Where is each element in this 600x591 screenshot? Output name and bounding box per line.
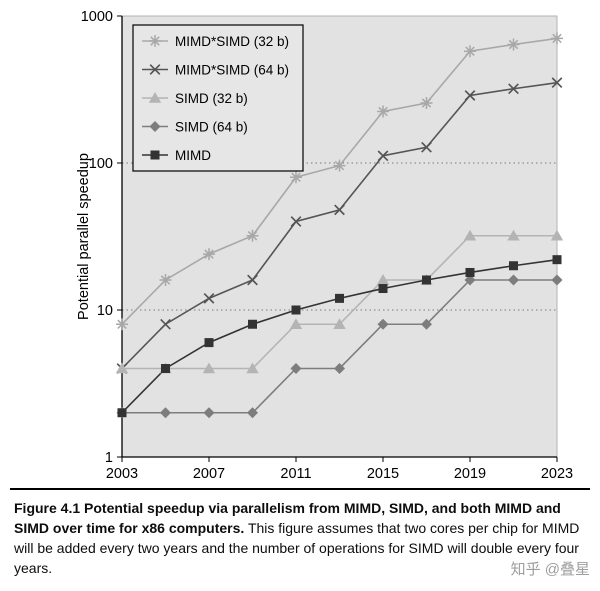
series-4-marker-square bbox=[378, 284, 388, 294]
series-4-marker-square bbox=[117, 408, 127, 418]
series-3-marker-diamond bbox=[247, 407, 258, 419]
series-0-marker-asterisk bbox=[507, 38, 520, 51]
series-1-marker-x bbox=[421, 141, 432, 153]
series-3-marker-diamond bbox=[464, 274, 476, 286]
x-tick-label: 2015 bbox=[367, 466, 399, 478]
series-2-marker-triangle bbox=[463, 229, 477, 241]
figure-caption: Figure 4.1 Potential speedup via paralle… bbox=[0, 499, 600, 579]
legend-label: MIMD bbox=[175, 148, 211, 163]
series-0-marker-asterisk bbox=[246, 229, 259, 242]
series-2-marker-triangle bbox=[376, 273, 390, 285]
speedup-line-chart: 1 10 100 1000 2003 2007 2011 2015 2019 2023 Potent… bbox=[76, 9, 573, 478]
series-3-marker-diamond bbox=[377, 318, 389, 330]
series-2-marker-triangle bbox=[333, 318, 346, 330]
series-3-marker-diamond bbox=[421, 318, 432, 330]
series-0-marker-asterisk bbox=[116, 318, 128, 331]
legend-marker-diamond bbox=[149, 121, 161, 132]
series-3-marker-diamond bbox=[160, 407, 171, 419]
series-3-marker-diamond bbox=[334, 362, 345, 374]
series-1-marker-x bbox=[334, 204, 345, 216]
series-1-marker-x bbox=[508, 83, 519, 95]
legend-marker-asterisk bbox=[149, 35, 161, 47]
legend-marker-square bbox=[150, 150, 160, 160]
y-tick-label: 10 bbox=[97, 303, 113, 319]
caption-bold-text: Potential speedup via parallelism from M… bbox=[14, 500, 561, 536]
series-0-marker-asterisk bbox=[203, 248, 215, 261]
series-4-marker-square bbox=[291, 305, 301, 315]
legend-label: SIMD (32 b) bbox=[175, 91, 248, 106]
series-3-marker-diamond bbox=[290, 362, 302, 374]
series-4-marker-square bbox=[248, 319, 257, 329]
series-3-marker-diamond bbox=[508, 274, 519, 286]
series-1-marker-x bbox=[464, 90, 476, 101]
series-4-marker-square bbox=[204, 338, 214, 348]
series-2-marker-triangle bbox=[202, 362, 216, 374]
series-0-marker-asterisk bbox=[377, 105, 389, 118]
series-1-marker-x bbox=[203, 292, 215, 304]
caption-divider bbox=[10, 488, 590, 490]
watermark: 知乎 @叠星 bbox=[510, 561, 590, 578]
series-0-marker-asterisk bbox=[420, 96, 433, 109]
series-4-marker-square bbox=[465, 267, 475, 277]
y-tick-label: 1000 bbox=[81, 9, 113, 25]
series-3-marker-diamond bbox=[203, 407, 215, 419]
caption-body-text: This figure assumes that two cores per c… bbox=[14, 519, 580, 576]
y-tick-label: 100 bbox=[89, 156, 113, 172]
series-2-marker-triangle bbox=[550, 229, 564, 241]
legend-label: MIMD*SIMD (32 b) bbox=[175, 34, 289, 49]
series-1-marker-x bbox=[160, 318, 171, 330]
series-4-marker-square bbox=[161, 363, 170, 373]
series-1-marker-x bbox=[290, 216, 302, 227]
series-4-marker-square bbox=[509, 261, 518, 271]
x-tick-label: 2019 bbox=[454, 466, 486, 478]
series-1-marker-x bbox=[551, 77, 563, 89]
series-4-marker-square bbox=[335, 293, 344, 303]
x-tick-label: 2023 bbox=[541, 466, 573, 478]
legend-marker-triangle bbox=[148, 92, 162, 103]
series-1-marker-x bbox=[377, 150, 389, 162]
y-tick-label: 1 bbox=[105, 450, 113, 466]
x-tick-label: 2011 bbox=[280, 466, 311, 478]
series-4-marker-square bbox=[552, 255, 562, 265]
series-2-marker-triangle bbox=[115, 362, 129, 374]
series-2-marker-triangle bbox=[507, 229, 520, 241]
legend-label: SIMD (64 b) bbox=[175, 120, 248, 135]
caption-figure-label: Figure 4.1 bbox=[14, 500, 81, 516]
series-3-marker-diamond bbox=[551, 274, 563, 286]
series-2-marker-triangle bbox=[246, 362, 259, 374]
legend-label: MIMD*SIMD (64 b) bbox=[175, 63, 289, 78]
series-0-marker-asterisk bbox=[333, 159, 346, 172]
series-1-marker-x bbox=[247, 274, 258, 286]
series-0-marker-asterisk bbox=[464, 45, 476, 58]
y-axis-title: Potential parallel speedup bbox=[76, 153, 92, 320]
series-0-marker-asterisk bbox=[551, 32, 563, 45]
series-2-marker-triangle bbox=[289, 318, 303, 330]
series-0-marker-asterisk bbox=[159, 273, 172, 286]
x-tick-label: 2007 bbox=[193, 466, 225, 478]
x-tick-label: 2003 bbox=[106, 466, 138, 478]
series-4-marker-square bbox=[422, 275, 431, 285]
legend-marker-x bbox=[149, 64, 161, 75]
series-0-marker-asterisk bbox=[290, 171, 302, 184]
figure-chart: 1 10 100 1000 2003 2007 2011 2015 2019 2023 Potent… bbox=[76, 9, 573, 478]
